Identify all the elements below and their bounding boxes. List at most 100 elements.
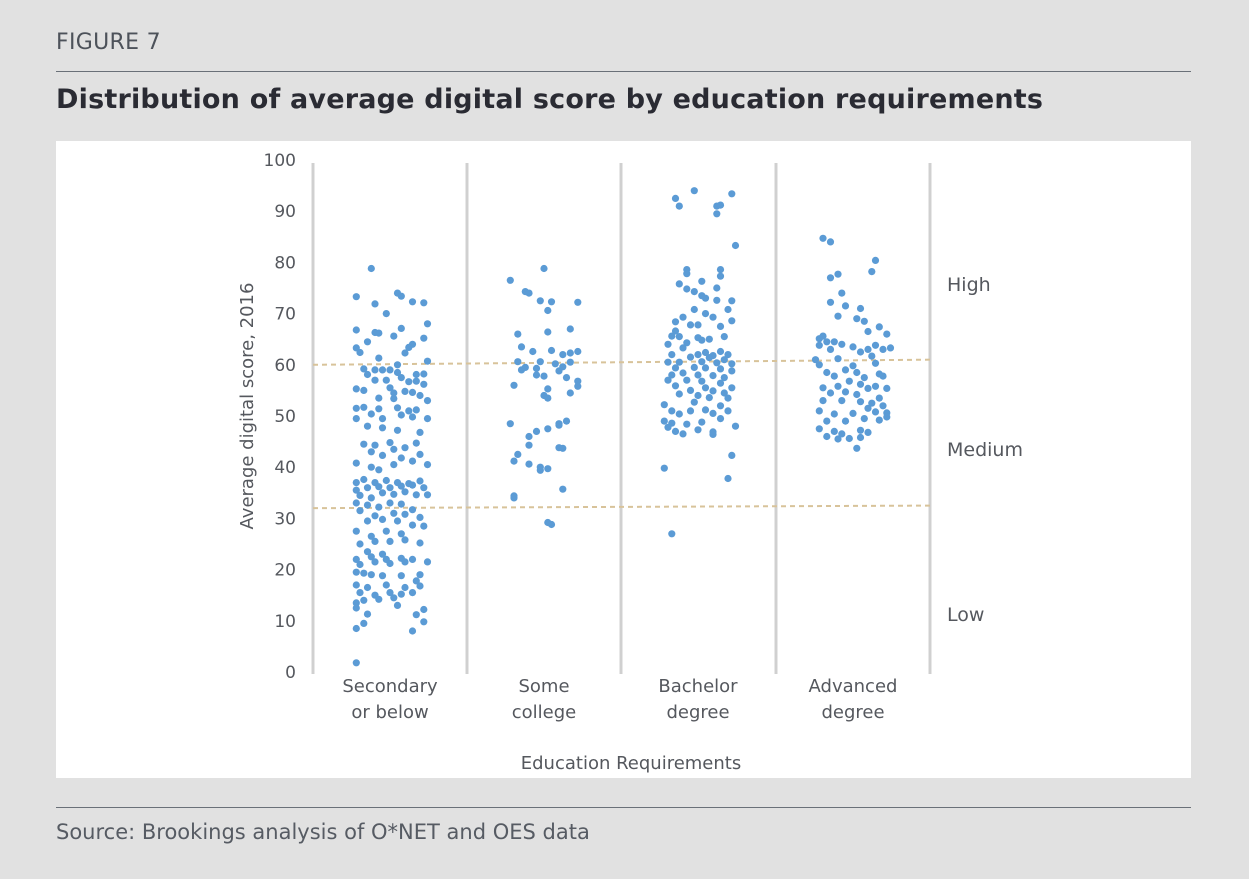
data-point xyxy=(375,466,383,474)
y-tick-label: 0 xyxy=(285,663,296,683)
data-point xyxy=(412,377,420,385)
data-point xyxy=(401,349,409,357)
data-point xyxy=(883,330,891,338)
data-point xyxy=(716,415,725,423)
data-point xyxy=(698,336,706,344)
data-point xyxy=(382,476,390,485)
data-point xyxy=(397,482,405,490)
data-point xyxy=(860,317,868,325)
x-category-label: degree xyxy=(666,702,729,723)
data-point xyxy=(690,187,698,195)
data-point xyxy=(671,382,680,390)
data-point xyxy=(423,397,432,405)
data-point xyxy=(540,372,548,380)
data-point xyxy=(375,405,383,413)
data-point xyxy=(408,589,417,597)
data-point xyxy=(393,361,402,369)
data-point xyxy=(363,610,372,618)
top-rule xyxy=(56,71,1191,72)
data-point xyxy=(375,483,383,491)
data-point xyxy=(668,371,676,379)
data-point xyxy=(830,338,838,346)
data-point xyxy=(731,422,740,430)
data-point xyxy=(853,390,861,399)
data-point xyxy=(352,599,360,607)
data-point xyxy=(363,583,372,592)
data-point xyxy=(423,357,432,365)
data-point xyxy=(514,450,522,458)
y-tick-label: 40 xyxy=(274,458,296,478)
data-point xyxy=(830,372,838,380)
band-label-low: Low xyxy=(947,604,984,626)
data-point xyxy=(713,359,721,367)
data-point xyxy=(724,394,732,402)
data-point xyxy=(371,441,379,449)
data-point xyxy=(716,266,725,274)
data-point xyxy=(386,366,394,374)
data-point xyxy=(849,343,857,351)
data-point xyxy=(686,386,695,394)
data-point xyxy=(525,289,533,297)
data-point xyxy=(566,358,574,366)
data-point xyxy=(356,491,364,499)
data-point xyxy=(397,590,405,598)
data-point xyxy=(405,378,413,386)
data-point xyxy=(412,491,420,499)
data-point xyxy=(382,527,390,535)
data-point xyxy=(728,297,736,305)
data-point xyxy=(559,351,567,359)
data-point xyxy=(420,370,428,378)
data-point xyxy=(868,352,876,360)
data-point xyxy=(838,289,846,297)
data-point xyxy=(544,394,552,402)
y-axis-ticks: 0 10 20 30 40 50 60 70 80 90 100 xyxy=(264,151,296,683)
data-point xyxy=(412,370,420,379)
data-point xyxy=(386,484,394,492)
data-point xyxy=(525,460,533,468)
data-point xyxy=(559,485,567,493)
data-point xyxy=(675,390,683,398)
data-point xyxy=(826,389,835,397)
data-point xyxy=(540,264,548,273)
data-point xyxy=(363,517,372,525)
data-point xyxy=(664,358,672,366)
data-point xyxy=(390,332,398,340)
data-point xyxy=(360,386,368,394)
data-point xyxy=(420,334,428,342)
data-point xyxy=(544,425,552,433)
data-point xyxy=(823,432,831,441)
data-point xyxy=(864,404,872,412)
data-point xyxy=(352,385,360,393)
data-point xyxy=(401,488,409,496)
data-point xyxy=(360,596,368,604)
data-point xyxy=(386,589,394,597)
data-point xyxy=(671,318,680,326)
data-point xyxy=(382,376,390,384)
high-threshold xyxy=(312,358,931,366)
data-point xyxy=(838,397,846,405)
data-point xyxy=(401,387,409,395)
data-point xyxy=(420,299,428,307)
data-point xyxy=(834,382,842,390)
data-point xyxy=(664,423,672,431)
data-point xyxy=(819,332,827,340)
bottom-rule xyxy=(56,807,1191,808)
data-point xyxy=(378,451,387,459)
data-point xyxy=(562,374,571,382)
data-point xyxy=(731,241,740,250)
data-point xyxy=(360,365,368,373)
data-point xyxy=(547,346,556,355)
data-point xyxy=(517,366,526,374)
data-point xyxy=(536,358,544,366)
data-point xyxy=(853,444,861,452)
data-point xyxy=(675,333,683,341)
data-point xyxy=(864,428,872,436)
data-point xyxy=(375,394,383,402)
data-point xyxy=(393,601,402,610)
data-point xyxy=(378,572,387,580)
data-point xyxy=(510,494,518,502)
data-point xyxy=(367,448,375,456)
data-point xyxy=(352,604,360,612)
data-point xyxy=(694,426,702,434)
data-point xyxy=(367,553,375,561)
